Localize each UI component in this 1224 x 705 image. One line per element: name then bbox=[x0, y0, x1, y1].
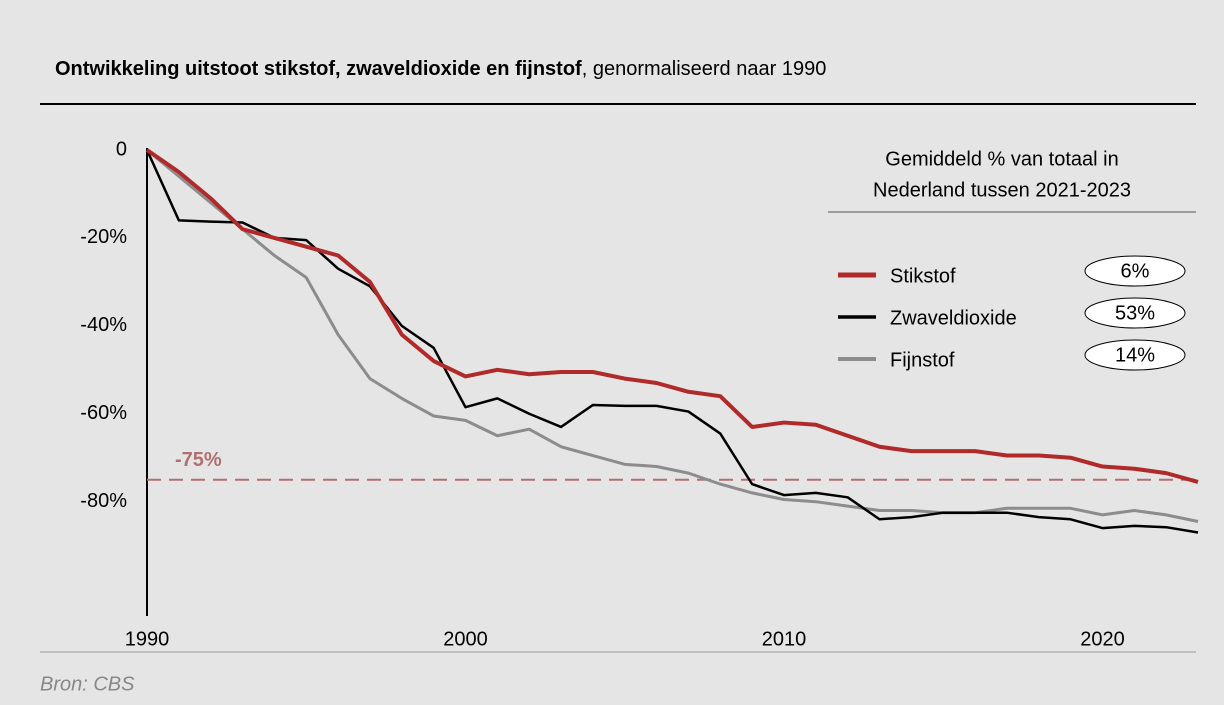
x-tick-label: 2000 bbox=[443, 628, 488, 650]
y-tick-label: -40% bbox=[80, 314, 127, 336]
source: Bron: CBS bbox=[40, 673, 135, 695]
series-line bbox=[145, 149, 1199, 534]
share-label: 6% bbox=[1121, 260, 1150, 282]
series-line bbox=[146, 148, 1199, 523]
legend-label: Fijnstof bbox=[890, 349, 955, 371]
share-badge bbox=[1084, 297, 1186, 329]
legend-title: Gemiddeld % van totaal in bbox=[885, 148, 1118, 170]
y-tick-label: -80% bbox=[80, 490, 127, 512]
share-badge bbox=[1084, 339, 1186, 371]
x-tick-label: 2020 bbox=[1080, 628, 1125, 650]
x-tick-label: 1990 bbox=[125, 628, 170, 650]
y-tick-label: -60% bbox=[80, 402, 127, 424]
share-badge bbox=[1084, 255, 1186, 287]
subtitle: , genormaliseerd naar 1990 bbox=[582, 58, 827, 80]
chart-title: Ontwikkeling uitstoot stikstof, zwaveldi… bbox=[55, 58, 826, 80]
share-label: 53% bbox=[1115, 302, 1155, 324]
legend-title: Nederland tussen 2021-2023 bbox=[873, 179, 1131, 201]
y-tick-label: 0 bbox=[116, 138, 127, 160]
title: Ontwikkeling uitstoot stikstof, zwaveldi… bbox=[55, 58, 582, 80]
legend-label: Zwaveldioxide bbox=[890, 307, 1017, 329]
legend-label: Stikstof bbox=[890, 265, 956, 287]
reference-label: -75% bbox=[175, 449, 222, 471]
x-tick-label: 2010 bbox=[762, 628, 807, 650]
series-line bbox=[145, 148, 1199, 484]
share-label: 14% bbox=[1115, 344, 1155, 366]
y-tick-label: -20% bbox=[80, 226, 127, 248]
